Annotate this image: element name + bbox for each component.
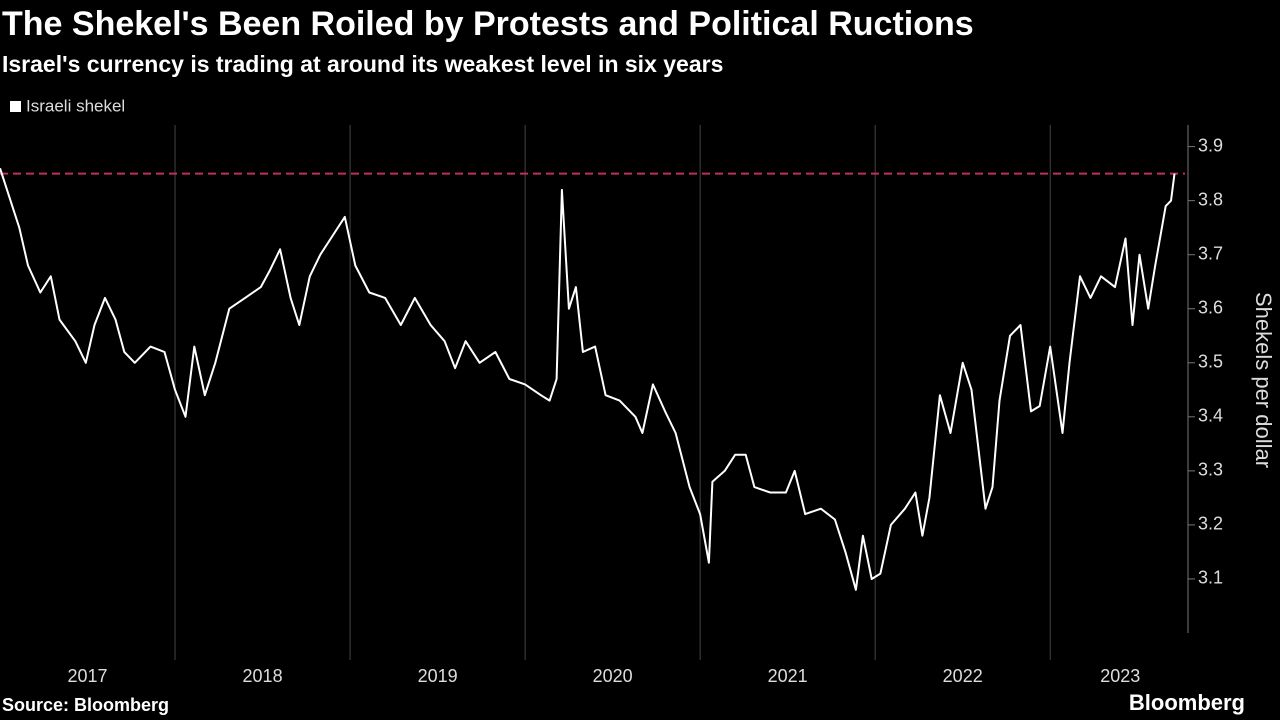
legend-label: Israeli shekel xyxy=(26,96,125,115)
y-tick-label: 3.2 xyxy=(1198,514,1223,534)
source: Source: Bloomberg xyxy=(2,695,169,715)
x-tick-label: 2021 xyxy=(768,666,808,686)
y-tick-label: 3.9 xyxy=(1198,135,1223,155)
y-axis-label: Shekels per dollar xyxy=(1251,292,1276,468)
x-tick-label: 2022 xyxy=(943,666,983,686)
y-tick-label: 3.5 xyxy=(1198,352,1223,372)
x-tick-label: 2023 xyxy=(1100,666,1140,686)
y-tick-label: 3.3 xyxy=(1198,460,1223,480)
chart-title: The Shekel's Been Roiled by Protests and… xyxy=(2,5,974,43)
series-line xyxy=(0,167,1176,591)
x-tick-label: 2020 xyxy=(593,666,633,686)
y-tick-label: 3.7 xyxy=(1198,243,1223,263)
chart-subtitle: Israel's currency is trading at around i… xyxy=(2,51,723,77)
y-tick-label: 3.4 xyxy=(1198,406,1223,426)
x-tick-label: 2017 xyxy=(67,666,107,686)
y-tick-label: 3.8 xyxy=(1198,189,1223,209)
y-tick-label: 3.1 xyxy=(1198,568,1223,588)
x-tick-label: 2018 xyxy=(243,666,283,686)
brand: Bloomberg xyxy=(1129,690,1245,715)
y-tick-label: 3.6 xyxy=(1198,297,1223,317)
x-tick-label: 2019 xyxy=(418,666,458,686)
legend-swatch xyxy=(10,101,21,112)
